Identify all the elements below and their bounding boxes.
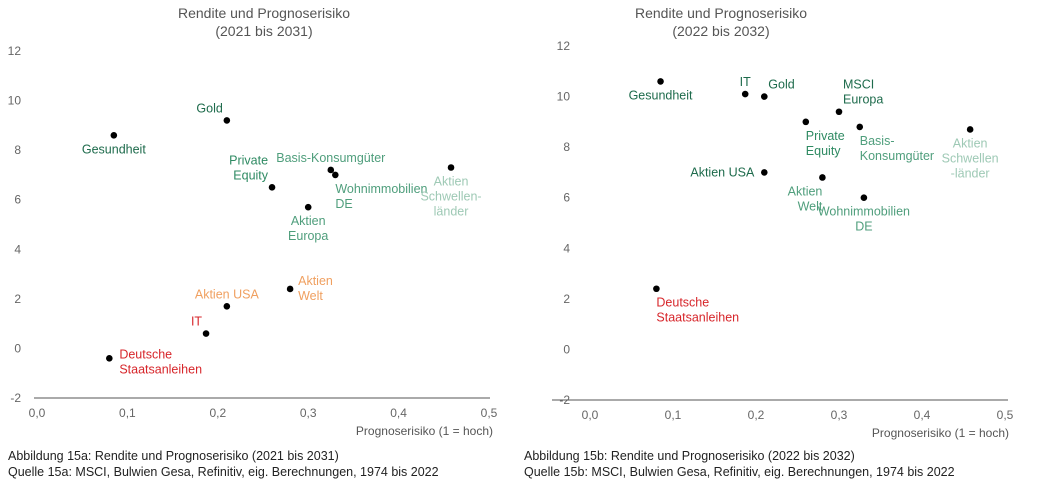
point-label-b: Basis- bbox=[860, 134, 895, 148]
point-label-b: Deutsche bbox=[656, 296, 709, 310]
point-label-a: Deutsche bbox=[119, 347, 172, 361]
y-tick-label-b: 2 bbox=[563, 292, 570, 306]
point-label-a: Schwellen- bbox=[420, 189, 481, 203]
point-label-b: IT bbox=[740, 75, 751, 89]
point-label-a: Wohnimmobilien bbox=[335, 182, 427, 196]
x-tick-label-a: 0,3 bbox=[300, 406, 317, 420]
point-label-a: Europa bbox=[288, 229, 328, 243]
x-tick-label-a: 0,2 bbox=[209, 406, 226, 420]
data-point-b bbox=[856, 123, 864, 131]
x-tick-label-b: 0,2 bbox=[748, 408, 765, 422]
point-label-a: Aktien bbox=[291, 214, 326, 228]
point-label-a: Private bbox=[229, 153, 268, 167]
data-point-b bbox=[761, 93, 768, 100]
y-tick-label-a: 0 bbox=[14, 341, 21, 355]
x-tick-label-a: 0,1 bbox=[119, 406, 136, 420]
x-tick-label-b: 0,5 bbox=[997, 408, 1014, 422]
data-point-a bbox=[106, 355, 113, 362]
point-label-a: DE bbox=[335, 197, 352, 211]
data-point-b bbox=[761, 169, 768, 176]
y-tick-label-a: 8 bbox=[14, 143, 21, 157]
y-tick-label-a: 10 bbox=[8, 94, 22, 108]
data-point-a bbox=[286, 285, 294, 293]
y-tick-label-b: 4 bbox=[563, 241, 570, 255]
caption-source-15b: Quelle 15b: MSCI, Bulwien Gesa, Refiniti… bbox=[524, 465, 955, 479]
point-label-b: Equity bbox=[806, 144, 841, 158]
data-point-a bbox=[268, 184, 276, 191]
chart-title-b: Rendite und Prognoserisiko bbox=[635, 5, 807, 21]
point-label-a: länder bbox=[434, 204, 469, 218]
point-label-b: Schwellen bbox=[942, 151, 999, 165]
point-label-b: -länder bbox=[951, 166, 990, 180]
data-point-b bbox=[802, 118, 810, 126]
data-point-a bbox=[304, 203, 312, 211]
x-tick-label-a: 0,5 bbox=[481, 406, 498, 420]
y-tick-label-b: 12 bbox=[557, 39, 571, 53]
y-tick-label-a: 4 bbox=[14, 242, 21, 256]
y-tick-label-a: 6 bbox=[14, 193, 21, 207]
chart-subtitle-a: (2021 bis 2031) bbox=[215, 23, 312, 39]
caption-figure-15b: Abbildung 15b: Rendite und Prognoserisik… bbox=[524, 449, 855, 463]
point-label-a: Equity bbox=[233, 168, 268, 182]
point-label-a: Welt bbox=[298, 289, 323, 303]
data-point-b bbox=[966, 126, 974, 133]
data-point-b bbox=[819, 174, 826, 181]
x-tick-label-b: 0,0 bbox=[582, 408, 599, 422]
point-label-a: Gesundheit bbox=[82, 142, 146, 156]
point-label-b: Gesundheit bbox=[629, 88, 693, 102]
point-label-b: Private bbox=[806, 129, 845, 143]
x-axis-label-a: Prognoserisiko (1 = hoch) bbox=[356, 424, 493, 438]
x-tick-label-b: 0,3 bbox=[831, 408, 848, 422]
data-point-a bbox=[223, 302, 231, 310]
x-tick-label-a: 0,0 bbox=[29, 406, 46, 420]
point-label-b: Aktien USA bbox=[690, 165, 755, 179]
y-tick-label-b: 0 bbox=[563, 342, 570, 356]
y-tick-label-b: 8 bbox=[563, 140, 570, 154]
data-point-a bbox=[110, 131, 118, 139]
point-label-a: Basis-Konsumgüter bbox=[276, 151, 385, 165]
data-point-b bbox=[653, 285, 660, 293]
chart-subtitle-b: (2022 bis 2032) bbox=[672, 23, 769, 39]
point-label-a: Aktien bbox=[434, 174, 469, 188]
caption-source-15a: Quelle 15a: MSCI, Bulwien Gesa, Refiniti… bbox=[8, 465, 439, 479]
data-point-b bbox=[835, 108, 843, 116]
y-tick-label-a: 12 bbox=[8, 44, 22, 58]
x-axis-label-b: Prognoserisiko (1 = hoch) bbox=[872, 426, 1009, 440]
data-point-a bbox=[332, 171, 339, 179]
x-tick-label-b: 0,4 bbox=[914, 408, 931, 422]
point-label-a: Aktien USA bbox=[195, 287, 260, 301]
y-tick-label-a: -2 bbox=[10, 391, 21, 405]
point-label-a: Staatsanleihen bbox=[119, 362, 202, 376]
point-label-b: Europa bbox=[843, 93, 883, 107]
data-point-b bbox=[860, 194, 868, 202]
point-label-b: Welt bbox=[798, 199, 823, 213]
point-label-b: MSCI bbox=[843, 78, 874, 92]
point-label-b: Aktien bbox=[953, 136, 988, 150]
point-label-b: DE bbox=[855, 220, 872, 234]
y-tick-label-b: -2 bbox=[559, 393, 570, 407]
data-point-b bbox=[657, 78, 664, 85]
y-tick-label-b: 6 bbox=[563, 191, 570, 205]
point-label-b: Konsumgüter bbox=[860, 149, 934, 163]
point-label-a: Aktien bbox=[298, 274, 333, 288]
data-point-a bbox=[223, 117, 231, 124]
chart-title-a: Rendite und Prognoserisiko bbox=[178, 5, 350, 21]
caption-figure-15a: Abbildung 15a: Rendite und Prognoserisik… bbox=[8, 449, 339, 463]
data-point-b bbox=[741, 90, 749, 98]
point-label-b: Staatsanleihen bbox=[656, 311, 739, 325]
x-tick-label-a: 0,4 bbox=[390, 406, 407, 420]
data-point-a bbox=[202, 330, 210, 337]
point-label-b: Gold bbox=[768, 78, 794, 92]
point-label-b: Aktien bbox=[788, 184, 823, 198]
point-label-a: Gold bbox=[196, 101, 222, 115]
data-point-a bbox=[447, 164, 455, 171]
point-label-a: IT bbox=[191, 315, 202, 329]
y-tick-label-b: 10 bbox=[557, 90, 571, 104]
x-tick-label-b: 0,1 bbox=[665, 408, 682, 422]
data-point-a bbox=[327, 166, 335, 174]
y-tick-label-a: 2 bbox=[14, 292, 21, 306]
point-label-b: Wohnimmobilien bbox=[818, 205, 910, 219]
